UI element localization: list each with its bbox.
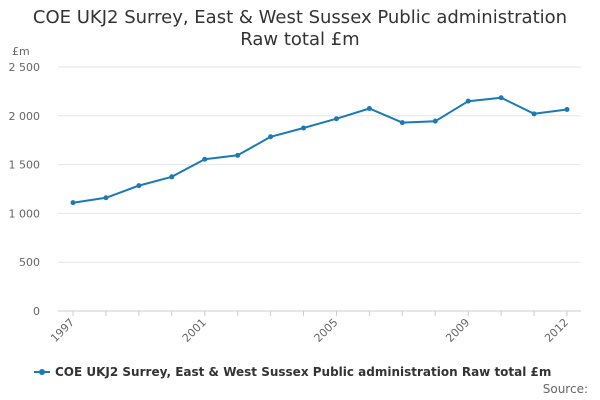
data-point [498,95,504,101]
data-point [268,134,274,140]
y-tick-label: 2 500 [9,61,41,74]
x-axis-ticks: 1997 2001 2005 2009 2012 [48,311,571,345]
x-tick-label: 2009 [443,316,472,345]
data-point [399,120,405,126]
legend-swatch [34,369,50,375]
y-tick-label: 500 [19,256,40,269]
x-tick-label: 2005 [312,316,341,345]
x-tick-label: 2012 [542,316,571,345]
legend: COE UKJ2 Surrey, East & West Sussex Publ… [34,365,551,379]
data-point [136,183,142,189]
data-point [235,152,241,158]
data-point [103,195,109,201]
source-label: Source: [542,382,588,396]
data-point [333,116,339,122]
data-point [70,200,76,206]
y-axis-ticks: 0 500 1 000 1 500 2 000 2 500 [9,61,41,318]
data-point [465,98,471,104]
series-layer [70,95,570,206]
y-axis-unit-label: £m [12,45,30,58]
legend-label: COE UKJ2 Surrey, East & West Sussex Publ… [55,365,552,379]
y-tick-label: 1 500 [9,159,41,172]
series-line [72,96,568,204]
x-tick-label: 1997 [48,316,77,345]
data-point [432,118,438,124]
data-point [202,156,208,162]
y-tick-label: 2 000 [9,110,41,123]
chart-title: COE UKJ2 Surrey, East & West Sussex Publ… [0,7,600,51]
chart-title-line-1: COE UKJ2 Surrey, East & West Sussex Publ… [32,7,568,28]
x-tick-label: 2001 [180,316,209,345]
y-tick-label: 1 000 [9,207,41,220]
data-point [564,106,570,112]
gridlines [58,66,581,312]
y-tick-label: 0 [33,305,40,318]
data-point [169,174,175,180]
chart-title-line-2: Raw total £m [240,29,360,50]
data-point [301,125,307,131]
data-point [366,105,372,111]
data-point [531,111,537,117]
